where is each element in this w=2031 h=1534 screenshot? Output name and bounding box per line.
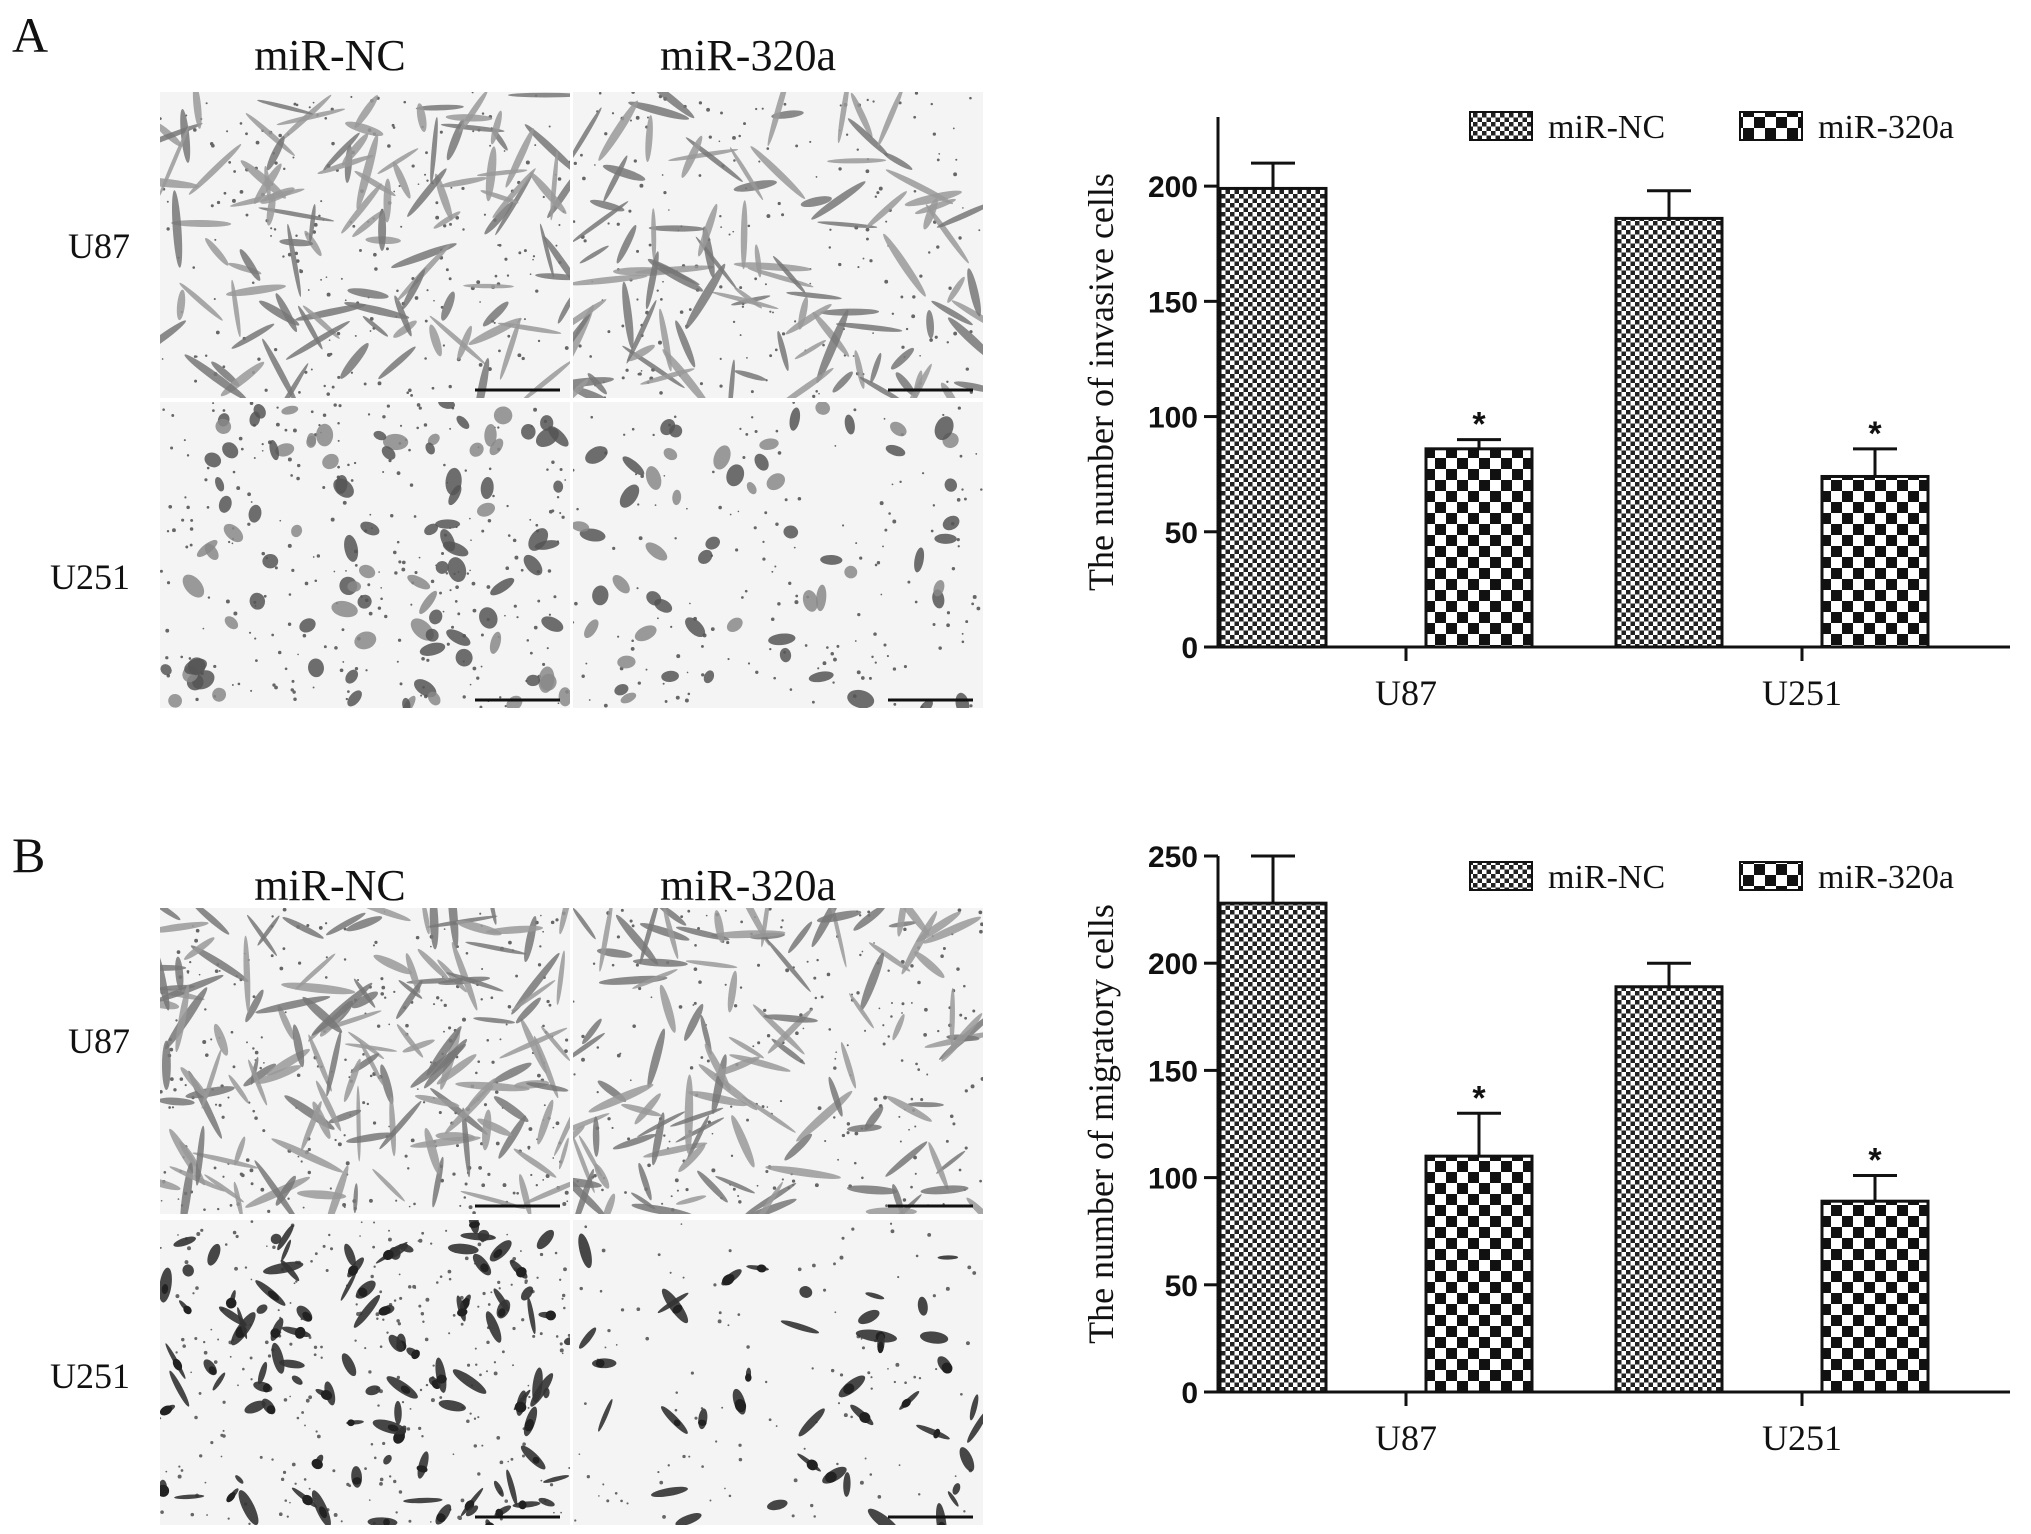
x-tick-label: U251 (1762, 1418, 1842, 1458)
y-tick-label: 50 (1165, 517, 1198, 550)
legend-swatch (1469, 861, 1533, 891)
y-axis-label: The number of invasive cells (1081, 173, 1121, 591)
legend-swatch (1739, 861, 1803, 891)
x-tick-label: U87 (1375, 673, 1437, 713)
x-tick-label: U87 (1375, 1418, 1437, 1458)
y-tick-label: 250 (1148, 841, 1198, 874)
legend-label: miR-NC (1548, 109, 1665, 146)
micrograph-b-u251-mir-nc (160, 1220, 570, 1525)
x-tick-label: U251 (1762, 673, 1842, 713)
y-tick-label: 0 (1181, 1377, 1198, 1410)
y-tick-label: 150 (1148, 286, 1198, 319)
micrograph-a-u87-mir-nc (160, 92, 570, 398)
y-tick-label: 100 (1148, 402, 1198, 435)
chart-invasive-cells: 0 50 100 150 200 The number of invasive cells… (1081, 109, 2010, 713)
significance-mark: * (1472, 406, 1486, 444)
row-label-u251: U251 (50, 1356, 130, 1396)
micrograph-b-u87-mir-nc (160, 908, 570, 1214)
bar-mir-320a-u251 (1820, 474, 1930, 649)
bar-mir-320a-u251 (1820, 1199, 1930, 1394)
y-tick-label: 100 (1148, 1163, 1198, 1196)
y-tick-label: 50 (1165, 1270, 1198, 1303)
panel-letter-b: B (12, 827, 46, 883)
micrograph-a-u87-mir-320a (573, 92, 983, 398)
row-label-u251: U251 (50, 557, 130, 597)
bar-mir-nc-u87 (1218, 901, 1328, 1394)
significance-mark: * (1868, 415, 1882, 453)
chart-migratory-cells: 0 50 100 150 200 250 The number of migratory c… (1081, 841, 2010, 1458)
bar-mir-320a-u87 (1424, 447, 1534, 649)
column-label-mir-nc: miR-NC (254, 861, 406, 910)
y-tick-label: 200 (1148, 948, 1198, 981)
legend-label: miR-320a (1818, 859, 1954, 896)
legend-swatch (1469, 111, 1533, 141)
legend-swatch (1739, 111, 1803, 141)
y-axis-label: The number of migratory cells (1081, 904, 1121, 1344)
panel-letter-a: A (12, 7, 49, 63)
row-label-u87: U87 (68, 226, 130, 266)
legend-label: miR-320a (1818, 109, 1954, 146)
significance-mark: * (1472, 1079, 1486, 1117)
micrograph-a-u251-mir-nc (160, 402, 570, 708)
bar-mir-nc-u251 (1614, 985, 1724, 1394)
bar-mir-nc-u87 (1218, 186, 1328, 649)
y-tick-label: 200 (1148, 171, 1198, 204)
column-label-mir-320a: miR-320a (660, 31, 836, 80)
legend-label: miR-NC (1548, 859, 1665, 896)
significance-mark: * (1868, 1141, 1882, 1179)
column-label-mir-320a: miR-320a (660, 861, 836, 910)
bar-mir-nc-u251 (1614, 216, 1724, 649)
row-label-u87: U87 (68, 1021, 130, 1061)
column-label-mir-nc: miR-NC (254, 31, 406, 80)
micrograph-b-u251-mir-320a (573, 1220, 983, 1525)
y-tick-label: 150 (1148, 1055, 1198, 1088)
bar-mir-320a-u87 (1424, 1154, 1534, 1394)
micrograph-a-u251-mir-320a (573, 402, 983, 708)
micrograph-b-u87-mir-320a (573, 908, 983, 1214)
y-tick-label: 0 (1181, 632, 1198, 665)
